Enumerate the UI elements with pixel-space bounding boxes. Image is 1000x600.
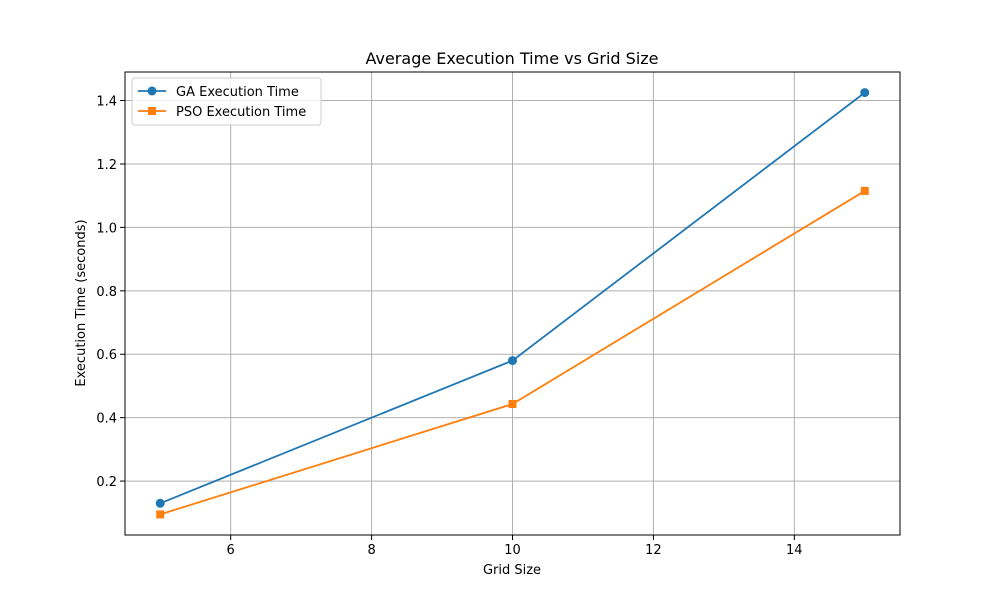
- data-point-pso: [508, 400, 517, 409]
- legend-marker-pso: [148, 107, 156, 115]
- y-axis-label: Execution Time (seconds): [74, 219, 89, 386]
- y-axis-ticks: 0.2 0.4 0.6 0.8 1.0 1.2 1.4: [96, 95, 125, 490]
- y-tick-label: 0.6: [96, 348, 117, 363]
- legend-item-ga: GA Execution Time: [138, 85, 299, 100]
- x-tick-label: 6: [227, 543, 235, 558]
- data-point-pso: [860, 186, 869, 195]
- data-point-ga: [508, 356, 517, 366]
- y-tick-label: 1.0: [96, 221, 117, 236]
- y-tick-label: 1.2: [96, 158, 117, 173]
- series-pso: [156, 186, 869, 519]
- legend-item-pso: PSO Execution Time: [138, 105, 306, 120]
- x-axis-label: Grid Size: [483, 563, 541, 578]
- x-tick-label: 10: [504, 543, 521, 558]
- y-tick-label: 0.2: [96, 475, 117, 490]
- x-axis-ticks: 6 8 10 12 14: [227, 535, 803, 558]
- x-tick-label: 8: [367, 543, 375, 558]
- legend-box: [131, 77, 322, 126]
- series-ga: [155, 88, 870, 508]
- data-point-ga: [155, 498, 165, 508]
- legend-items: GA Execution Time PSO Execution Time: [138, 85, 306, 120]
- x-tick-label: 12: [645, 543, 662, 558]
- legend-label-ga: GA Execution Time: [176, 85, 299, 100]
- x-tick-label: 14: [786, 543, 803, 558]
- y-tick-label: 0.4: [96, 412, 117, 427]
- data-point-pso: [156, 510, 165, 519]
- y-tick-label: 1.4: [96, 95, 117, 110]
- data-point-ga: [860, 88, 870, 98]
- chart-title: Average Execution Time vs Grid Size: [365, 49, 658, 68]
- legend: GA Execution Time PSO Execution Time: [131, 77, 322, 126]
- legend-label-pso: PSO Execution Time: [176, 105, 306, 120]
- y-tick-label: 0.8: [96, 285, 117, 300]
- series-lines: [155, 88, 870, 519]
- legend-marker-ga: [147, 86, 157, 96]
